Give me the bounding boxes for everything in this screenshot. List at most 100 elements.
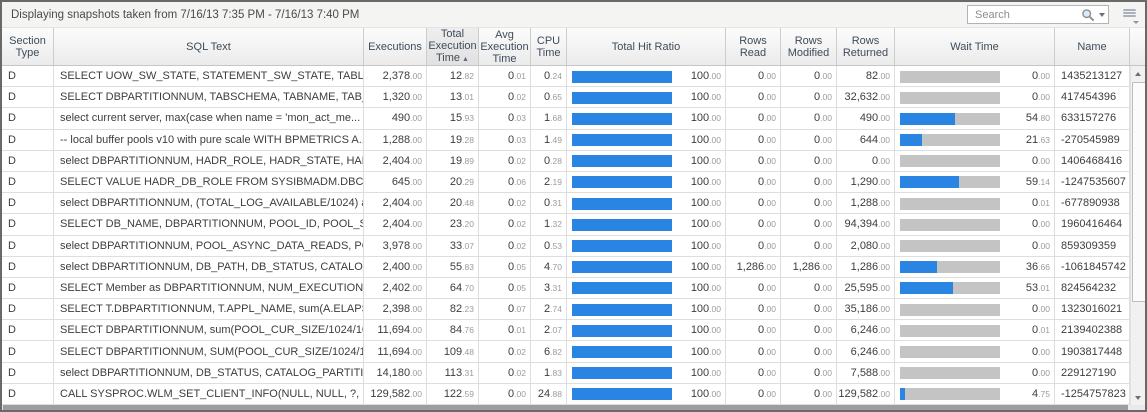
cell-wait-time[interactable]: 0.01: [895, 320, 1055, 341]
cell-section-type[interactable]: D: [2, 129, 54, 150]
cell-cpu-time[interactable]: 2.19: [531, 171, 567, 193]
cell-rows-read[interactable]: 0.00: [726, 108, 781, 129]
cell-sql-text[interactable]: select DBPARTITIONNUM, HADR_ROLE, HADR_S…: [54, 150, 364, 171]
cell-rows-modified[interactable]: 1,286.00: [781, 256, 837, 277]
cell-rows-read[interactable]: 0.00: [726, 299, 781, 320]
cell-rows-read[interactable]: 0.00: [726, 129, 781, 150]
vertical-scrollbar[interactable]: [1130, 66, 1145, 405]
cell-executions[interactable]: 14,180.00: [364, 362, 427, 383]
table-row[interactable]: D select DBPARTITIONNUM, DB_STATUS, CATA…: [2, 362, 1130, 384]
cell-avg-execution-time[interactable]: 0.02: [479, 235, 531, 256]
cell-total-execution-time[interactable]: 84.76: [427, 320, 479, 341]
search-options-chevron-down-icon[interactable]: [1099, 12, 1105, 17]
table-row[interactable]: D select DBPARTITIONNUM, DB_PATH, DB_STA…: [2, 256, 1130, 278]
cell-name[interactable]: -270545989: [1055, 129, 1130, 150]
cell-rows-returned[interactable]: 1,290.00: [837, 171, 895, 193]
column-header-total-execution-time[interactable]: Total Execution Time ▲: [427, 28, 479, 65]
cell-total-execution-time[interactable]: 33.07: [427, 235, 479, 256]
cell-total-hit-ratio[interactable]: 100.00: [567, 66, 726, 87]
cell-sql-text[interactable]: select DBPARTITIONNUM, POOL_ASYNC_DATA_R…: [54, 235, 364, 256]
column-header-executions[interactable]: Executions: [364, 28, 427, 65]
cell-cpu-time[interactable]: 1.83: [531, 362, 567, 383]
cell-rows-read[interactable]: 0.00: [726, 383, 781, 404]
cell-cpu-time[interactable]: 0.31: [531, 193, 567, 214]
cell-total-execution-time[interactable]: 19.89: [427, 150, 479, 171]
cell-cpu-time[interactable]: 0.65: [531, 87, 567, 108]
cell-section-type[interactable]: D: [2, 362, 54, 383]
cell-total-hit-ratio[interactable]: 100.00: [567, 150, 726, 171]
cell-name[interactable]: 229127190: [1055, 362, 1130, 383]
table-row[interactable]: D select current server, max(case when n…: [2, 108, 1130, 130]
cell-name[interactable]: -1254757823: [1055, 383, 1130, 404]
cell-name[interactable]: -677890938: [1055, 193, 1130, 214]
cell-rows-read[interactable]: 0.00: [726, 341, 781, 362]
table-row[interactable]: D SELECT Member as DBPARTITIONNUM, NUM_E…: [2, 277, 1130, 300]
column-header-name[interactable]: Name: [1055, 28, 1130, 65]
cell-total-execution-time[interactable]: 20.29: [427, 171, 479, 193]
scroll-up-arrow-icon[interactable]: [1131, 66, 1145, 81]
cell-total-hit-ratio[interactable]: 100.00: [567, 277, 726, 299]
cell-avg-execution-time[interactable]: 0.00: [479, 383, 531, 404]
cell-rows-read[interactable]: 0.00: [726, 171, 781, 193]
cell-cpu-time[interactable]: 0.28: [531, 150, 567, 171]
search-icon[interactable]: [1081, 8, 1095, 22]
table-row[interactable]: D SELECT UOW_SW_STATE, STATEMENT_SW_STAT…: [2, 66, 1130, 88]
cell-section-type[interactable]: D: [2, 171, 54, 193]
cell-rows-returned[interactable]: 32,632.00: [837, 87, 895, 108]
cell-wait-time[interactable]: 0.00: [895, 235, 1055, 256]
cell-rows-read[interactable]: 0.00: [726, 214, 781, 235]
cell-rows-returned[interactable]: 35,186.00: [837, 299, 895, 320]
cell-cpu-time[interactable]: 3.31: [531, 277, 567, 299]
cell-avg-execution-time[interactable]: 0.03: [479, 108, 531, 129]
search-input[interactable]: [973, 7, 1081, 22]
cell-rows-modified[interactable]: 0.00: [781, 129, 837, 150]
cell-total-hit-ratio[interactable]: 100.00: [567, 362, 726, 383]
cell-rows-modified[interactable]: 0.00: [781, 66, 837, 87]
cell-wait-time[interactable]: 0.00: [895, 341, 1055, 362]
cell-rows-modified[interactable]: 0.00: [781, 108, 837, 129]
cell-rows-modified[interactable]: 0.00: [781, 235, 837, 256]
cell-section-type[interactable]: D: [2, 256, 54, 277]
cell-section-type[interactable]: D: [2, 341, 54, 362]
cell-rows-returned[interactable]: 7,588.00: [837, 362, 895, 383]
cell-total-execution-time[interactable]: 13.01: [427, 87, 479, 108]
cell-executions[interactable]: 2,400.00: [364, 256, 427, 277]
cell-cpu-time[interactable]: 6.82: [531, 341, 567, 362]
column-header-cpu-time[interactable]: CPU Time: [531, 28, 567, 65]
cell-sql-text[interactable]: SELECT UOW_SW_STATE, STATEMENT_SW_STATE,…: [54, 66, 364, 87]
cell-avg-execution-time[interactable]: 0.01: [479, 66, 531, 87]
cell-name[interactable]: 1435213127: [1055, 66, 1130, 87]
cell-sql-text[interactable]: -- local buffer pools v10 with pure scal…: [54, 129, 364, 150]
cell-avg-execution-time[interactable]: 0.02: [479, 341, 531, 362]
cell-rows-returned[interactable]: 6,246.00: [837, 320, 895, 341]
cell-sql-text[interactable]: CALL SYSPROC.WLM_SET_CLIENT_INFO(NULL, N…: [54, 383, 364, 404]
cell-executions[interactable]: 2,398.00: [364, 299, 427, 320]
cell-total-hit-ratio[interactable]: 100.00: [567, 235, 726, 256]
cell-sql-text[interactable]: SELECT DBPARTITIONNUM, TABSCHEMA, TABNAM…: [54, 87, 364, 108]
cell-executions[interactable]: 2,404.00: [364, 150, 427, 171]
cell-total-execution-time[interactable]: 122.59: [427, 383, 479, 404]
cell-executions[interactable]: 11,694.00: [364, 320, 427, 341]
cell-section-type[interactable]: D: [2, 87, 54, 108]
table-row[interactable]: D SELECT VALUE HADR_DB_ROLE FROM SYSIBMA…: [2, 171, 1130, 194]
scroll-down-arrow-icon[interactable]: [1131, 390, 1145, 405]
table-row[interactable]: D SELECT DBPARTITIONNUM, TABSCHEMA, TABN…: [2, 87, 1130, 109]
cell-wait-time[interactable]: 0.00: [895, 362, 1055, 383]
cell-rows-read[interactable]: 0.00: [726, 66, 781, 87]
table-row[interactable]: D SELECT T.DBPARTITIONNUM, T.APPL_NAME, …: [2, 299, 1130, 321]
cell-executions[interactable]: 3,978.00: [364, 235, 427, 256]
cell-rows-read[interactable]: 0.00: [726, 362, 781, 383]
cell-sql-text[interactable]: select DBPARTITIONNUM, DB_STATUS, CATALO…: [54, 362, 364, 383]
cell-rows-modified[interactable]: 0.00: [781, 299, 837, 320]
cell-executions[interactable]: 11,694.00: [364, 341, 427, 362]
cell-avg-execution-time[interactable]: 0.02: [479, 150, 531, 171]
cell-section-type[interactable]: D: [2, 108, 54, 129]
cell-avg-execution-time[interactable]: 0.02: [479, 193, 531, 214]
cell-name[interactable]: 1323016021: [1055, 299, 1130, 320]
cell-avg-execution-time[interactable]: 0.03: [479, 129, 531, 150]
cell-cpu-time[interactable]: 2.74: [531, 299, 567, 320]
horizontal-scrollbar[interactable]: [2, 405, 1145, 410]
cell-executions[interactable]: 129,582.00: [364, 383, 427, 404]
cell-section-type[interactable]: D: [2, 383, 54, 404]
cell-avg-execution-time[interactable]: 0.02: [479, 87, 531, 108]
